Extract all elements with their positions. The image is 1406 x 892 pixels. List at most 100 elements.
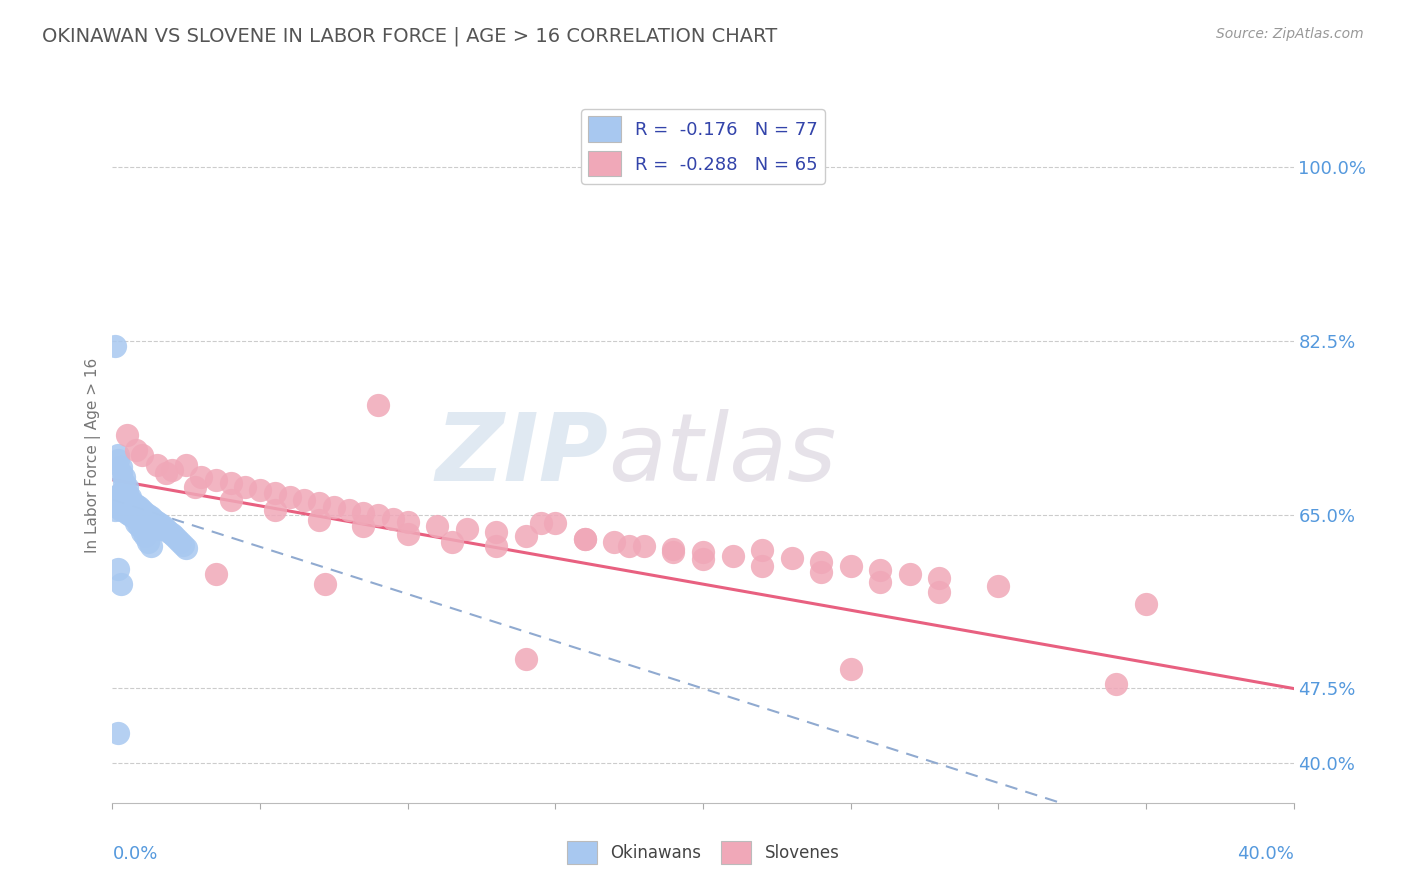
Point [120, 490, 142, 504]
Point [134, 506, 156, 520]
Point [219, 492, 242, 507]
Legend: Okinawans, Slovenes: Okinawans, Slovenes [560, 834, 846, 871]
Point [780, 551, 803, 566]
Point [125, 502, 148, 516]
Point [125, 442, 148, 457]
Point [104, 498, 127, 512]
Point [603, 535, 626, 549]
Point [441, 535, 464, 549]
Point [219, 475, 242, 490]
Point [574, 533, 596, 547]
Point [120, 498, 142, 512]
Point [125, 498, 148, 512]
Point [839, 559, 862, 574]
Point [139, 509, 162, 524]
Point [128, 519, 150, 533]
Point [139, 516, 162, 530]
Point [152, 519, 174, 533]
Point [136, 514, 159, 528]
Point [205, 567, 228, 582]
Point [122, 503, 145, 517]
Point [146, 458, 169, 472]
Point [485, 540, 508, 554]
Point [107, 492, 129, 507]
Y-axis label: In Labor Force | Age > 16: In Labor Force | Age > 16 [86, 358, 101, 552]
Point [308, 495, 330, 509]
Point [122, 500, 145, 514]
Point [205, 473, 228, 487]
Point [987, 579, 1010, 593]
Point [117, 480, 138, 494]
Point [117, 494, 138, 508]
Point [110, 502, 132, 516]
Point [456, 523, 478, 537]
Point [142, 512, 165, 526]
Point [619, 540, 641, 554]
Point [308, 512, 330, 526]
Point [190, 470, 212, 484]
Point [662, 545, 685, 559]
Point [172, 538, 194, 552]
Point [110, 577, 132, 591]
Point [122, 495, 145, 509]
Point [869, 563, 891, 577]
Point [142, 517, 165, 532]
Point [367, 508, 389, 522]
Point [839, 662, 862, 676]
Point [485, 525, 508, 540]
Point [515, 651, 537, 665]
Point [128, 500, 150, 514]
Point [107, 562, 129, 576]
Point [117, 485, 138, 500]
Point [128, 509, 150, 524]
Point [136, 508, 159, 522]
Point [163, 529, 186, 543]
Point [107, 500, 129, 514]
Point [131, 508, 153, 522]
Point [122, 500, 145, 514]
Point [117, 500, 138, 514]
Point [352, 519, 374, 533]
Point [110, 466, 132, 480]
Point [574, 533, 596, 547]
Point [184, 480, 207, 494]
Point [104, 338, 127, 352]
Point [426, 519, 449, 533]
Point [396, 515, 419, 529]
Point [125, 508, 148, 522]
Point [692, 552, 714, 566]
Point [544, 516, 567, 530]
Point [529, 516, 551, 530]
Text: atlas: atlas [609, 409, 837, 500]
Point [382, 511, 405, 525]
Point [751, 543, 773, 558]
Point [131, 502, 153, 516]
Point [134, 511, 156, 525]
Text: 0.0%: 0.0% [112, 845, 157, 863]
Point [721, 549, 744, 564]
Point [692, 545, 714, 559]
Point [131, 525, 153, 540]
Point [160, 527, 183, 541]
Point [120, 501, 142, 516]
Point [169, 535, 191, 549]
Point [146, 515, 169, 529]
Point [117, 490, 138, 504]
Point [751, 559, 773, 574]
Point [110, 459, 132, 474]
Point [160, 463, 183, 477]
Point [107, 488, 129, 502]
Point [367, 398, 389, 412]
Point [898, 567, 921, 582]
Point [131, 448, 153, 462]
Point [928, 585, 950, 599]
Point [107, 726, 129, 740]
Point [110, 485, 132, 500]
Point [117, 506, 138, 520]
Point [264, 485, 287, 500]
Point [323, 500, 346, 514]
Point [928, 571, 950, 585]
Text: 40.0%: 40.0% [1237, 845, 1294, 863]
Point [107, 453, 129, 467]
Point [112, 488, 135, 502]
